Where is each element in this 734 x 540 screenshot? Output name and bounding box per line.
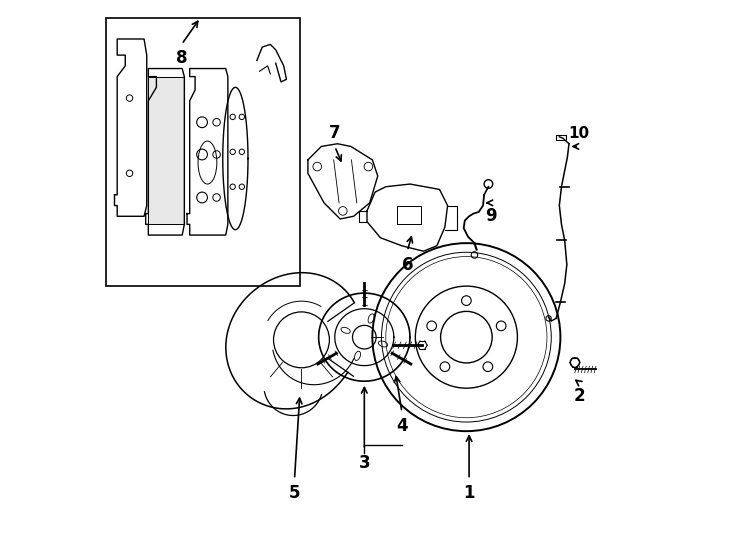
Polygon shape [148, 77, 184, 224]
Text: 3: 3 [358, 454, 370, 472]
Text: 7: 7 [329, 124, 341, 142]
Text: 5: 5 [288, 484, 300, 502]
Text: 4: 4 [396, 417, 407, 435]
Text: 8: 8 [176, 49, 187, 67]
Text: 9: 9 [484, 207, 496, 225]
Bar [556, 134, 566, 140]
Text: 6: 6 [401, 255, 413, 274]
Bar [106, 17, 300, 286]
Text: 10: 10 [569, 125, 589, 140]
Text: 1: 1 [463, 484, 475, 502]
Text: 2: 2 [573, 387, 585, 405]
